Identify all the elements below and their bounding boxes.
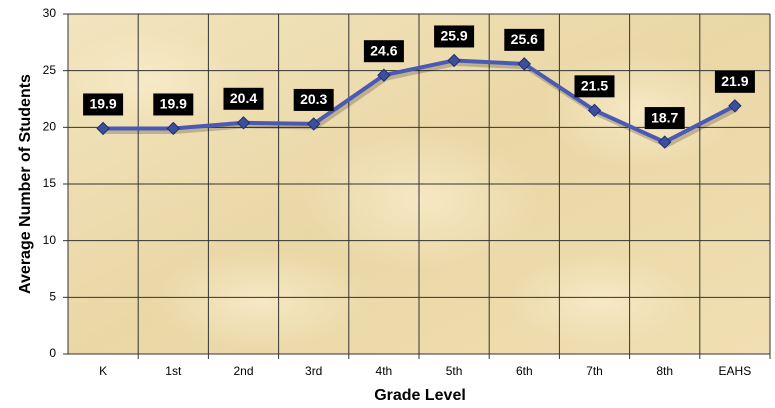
y-tick-label: 20 bbox=[43, 120, 57, 134]
x-tick-label: 2nd bbox=[233, 364, 253, 378]
x-tick-label: EAHS bbox=[719, 364, 752, 378]
data-label-box bbox=[504, 28, 545, 51]
x-tick-label: 4th bbox=[376, 364, 393, 378]
data-label-box bbox=[644, 107, 685, 130]
x-tick-label: 6th bbox=[516, 364, 533, 378]
y-axis-title: Average Number of Students bbox=[17, 74, 34, 294]
data-label: 18.7 bbox=[651, 109, 678, 125]
y-tick-label: 0 bbox=[49, 346, 56, 360]
x-tick-label: 7th bbox=[586, 364, 603, 378]
series-line bbox=[103, 58, 736, 145]
marker bbox=[728, 99, 742, 113]
x-tick-label: K bbox=[99, 364, 107, 378]
data-label: 20.4 bbox=[230, 90, 257, 106]
x-axis-title: Grade Level bbox=[374, 387, 466, 404]
data-label: 21.5 bbox=[581, 78, 608, 94]
y-tick-label: 10 bbox=[43, 233, 57, 247]
x-tick-label: 3rd bbox=[305, 364, 322, 378]
data-label: 24.6 bbox=[370, 42, 397, 58]
marker bbox=[447, 53, 461, 68]
data-label-box bbox=[83, 93, 124, 116]
data-label: 21.9 bbox=[721, 73, 748, 89]
y-tick-label: 25 bbox=[43, 63, 57, 77]
marker bbox=[236, 116, 251, 130]
data-label-box bbox=[223, 87, 264, 110]
data-label: 19.9 bbox=[89, 96, 116, 112]
data-label: 20.3 bbox=[300, 91, 327, 107]
data-label-box bbox=[363, 40, 404, 63]
marker bbox=[166, 121, 181, 136]
marker bbox=[96, 121, 110, 136]
data-label-box bbox=[434, 25, 475, 48]
data-label-box bbox=[714, 70, 755, 93]
marker bbox=[306, 117, 321, 131]
data-label-box bbox=[153, 93, 194, 116]
marker bbox=[377, 68, 391, 82]
x-tick-label: 1st bbox=[165, 364, 182, 378]
y-tick-label: 30 bbox=[43, 6, 57, 20]
data-label-box bbox=[293, 88, 334, 111]
data-label: 25.9 bbox=[440, 28, 467, 44]
marker bbox=[657, 135, 672, 149]
marker bbox=[587, 103, 602, 118]
data-label: 19.9 bbox=[160, 96, 187, 112]
marker bbox=[517, 57, 532, 71]
y-tick-label: 15 bbox=[43, 176, 57, 190]
x-tick-label: 5th bbox=[446, 364, 463, 378]
y-tick-label: 5 bbox=[49, 290, 56, 304]
data-label: 25.6 bbox=[511, 31, 538, 47]
texture bbox=[60, 30, 740, 350]
x-tick-label: 8th bbox=[656, 364, 673, 378]
data-label-box bbox=[574, 75, 615, 98]
